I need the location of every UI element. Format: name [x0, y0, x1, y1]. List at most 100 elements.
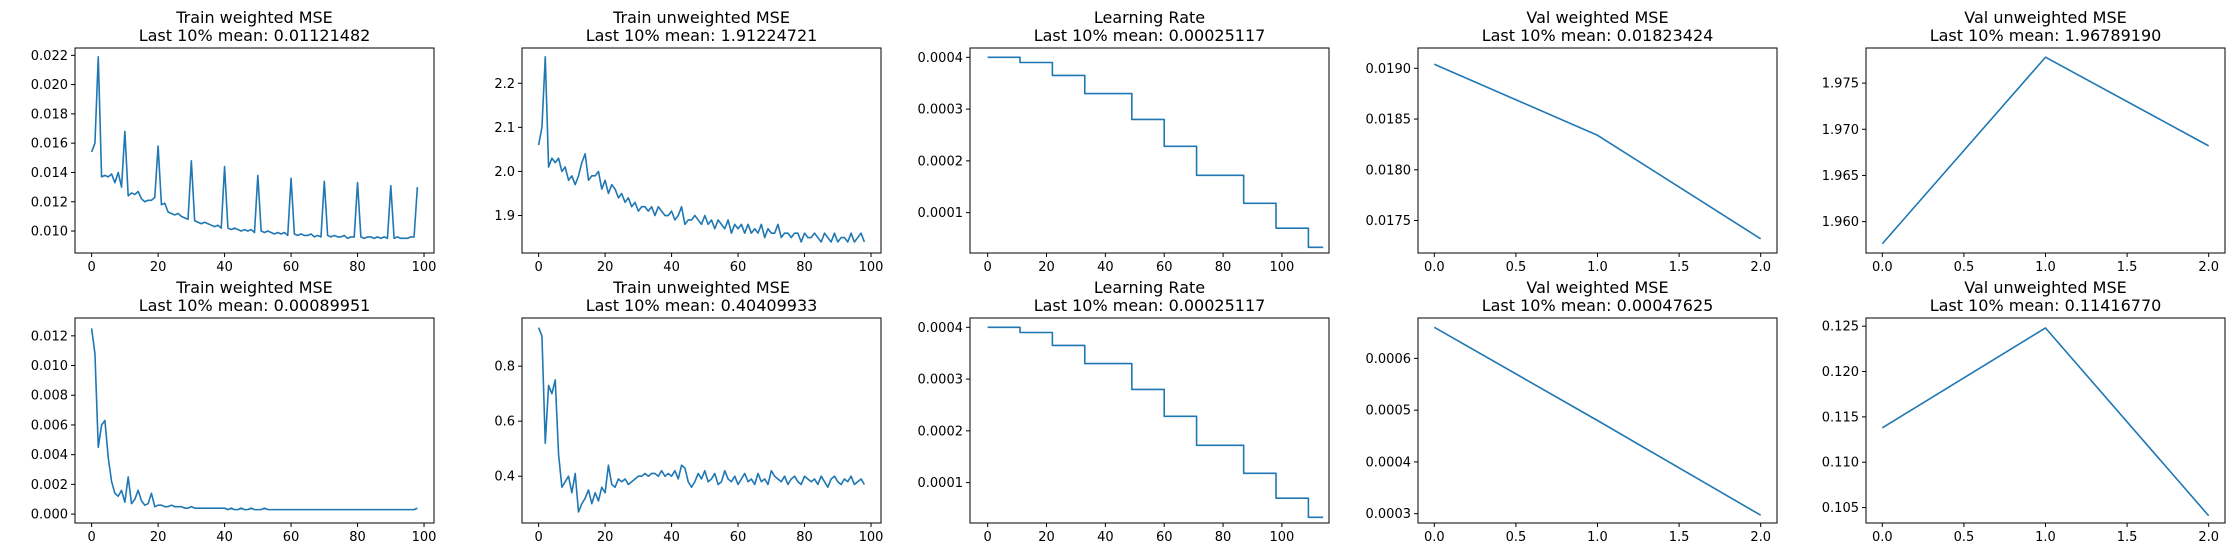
y-tick-label: 0.010: [31, 359, 68, 374]
x-tick-label: 60: [730, 260, 747, 275]
y-tick-label: 0.120: [1822, 365, 1859, 380]
chart-title: Train weighted MSE: [175, 8, 333, 27]
x-tick-label: 1.0: [2035, 530, 2056, 545]
x-tick-label: 100: [859, 530, 884, 545]
y-tick-label: 0.000: [31, 508, 68, 523]
series-line: [987, 326, 1324, 519]
x-tick-label: 40: [216, 260, 233, 275]
x-tick-label: 20: [1038, 530, 1055, 545]
series-line: [1434, 63, 1762, 240]
x-tick-label: 60: [283, 530, 300, 545]
y-tick-label: 1.965: [1822, 169, 1859, 184]
x-tick-label: 60: [1156, 530, 1173, 545]
x-tick-label: 60: [283, 260, 300, 275]
x-tick-label: 0.5: [1506, 530, 1527, 545]
y-tick-label: 0.004: [31, 448, 68, 463]
y-tick-label: 0.0004: [1366, 455, 1412, 470]
y-tick-label: 2.2: [494, 77, 515, 92]
x-tick-label: 40: [1097, 260, 1114, 275]
y-tick-label: 0.0190: [1366, 62, 1412, 77]
y-tick-label: 0.0004: [918, 321, 964, 336]
y-tick-label: 0.006: [31, 418, 68, 433]
y-tick-label: 2.0: [494, 165, 515, 180]
x-tick-label: 0.5: [1506, 260, 1527, 275]
x-tick-label: 60: [1156, 260, 1173, 275]
axes-frame: [1865, 47, 2226, 254]
y-tick-label: 0.4: [494, 470, 515, 485]
y-tick-label: 0.012: [31, 329, 68, 344]
series-line: [1881, 327, 2210, 517]
axes-frame: [521, 47, 882, 254]
y-tick-label: 0.0003: [918, 103, 964, 118]
x-tick-label: 100: [1270, 530, 1295, 545]
chart-subtitle: Last 10% mean: 0.00025117: [1034, 26, 1266, 45]
x-tick-label: 1.0: [2035, 260, 2056, 275]
axes-frame: [969, 47, 1330, 254]
series-line: [1433, 326, 1762, 516]
y-tick-label: 0.008: [31, 389, 68, 404]
chart-title: Train unweighted MSE: [612, 278, 790, 297]
y-tick-label: 0.115: [1822, 410, 1859, 425]
x-tick-label: 100: [412, 260, 437, 275]
series-line: [1881, 56, 2210, 245]
chart-subtitle: Last 10% mean: 0.00047625: [1482, 296, 1714, 315]
chart-title: Val unweighted MSE: [1964, 8, 2126, 27]
y-tick-label: 0.6: [494, 415, 515, 430]
axes-frame: [74, 47, 435, 254]
x-tick-label: 100: [1270, 260, 1295, 275]
y-tick-label: 0.0002: [918, 424, 964, 439]
y-tick-label: 0.105: [1822, 501, 1859, 516]
y-tick-label: 0.018: [31, 107, 68, 122]
x-tick-label: 20: [150, 260, 167, 275]
x-tick-label: 80: [1215, 260, 1232, 275]
y-tick-label: 1.975: [1822, 77, 1859, 92]
y-tick-label: 0.0002: [918, 154, 964, 169]
x-tick-label: 80: [349, 530, 366, 545]
y-tick-label: 0.8: [494, 360, 515, 375]
x-tick-label: 60: [730, 530, 747, 545]
chart-subtitle: Last 10% mean: 0.11416770: [1930, 296, 2162, 315]
chart-title: Learning Rate: [1094, 278, 1205, 297]
series-line: [537, 327, 866, 513]
y-tick-label: 2.1: [494, 121, 515, 136]
x-tick-label: 0.0: [1424, 530, 1445, 545]
x-tick-label: 1.5: [1669, 260, 1690, 275]
y-tick-label: 0.022: [31, 49, 68, 64]
series-line: [987, 56, 1324, 249]
x-tick-label: 40: [663, 530, 680, 545]
x-tick-label: 40: [663, 260, 680, 275]
y-tick-label: 0.0001: [918, 206, 964, 221]
x-tick-label: 0.5: [1954, 260, 1975, 275]
x-tick-label: 2.0: [2198, 260, 2219, 275]
x-tick-label: 1.0: [1587, 530, 1608, 545]
y-tick-label: 0.014: [31, 166, 68, 181]
y-tick-label: 0.0175: [1366, 214, 1412, 229]
y-tick-label: 1.9: [494, 209, 515, 224]
x-tick-label: 1.5: [1669, 530, 1690, 545]
chart-subtitle: Last 10% mean: 1.96789190: [1930, 26, 2162, 45]
x-tick-label: 80: [796, 530, 813, 545]
x-tick-label: 0: [984, 530, 992, 545]
y-tick-label: 0.0003: [918, 373, 964, 388]
chart-title: Train unweighted MSE: [612, 8, 790, 27]
x-tick-label: 1.0: [1587, 260, 1608, 275]
y-tick-label: 0.0003: [1366, 507, 1412, 522]
x-tick-label: 100: [412, 530, 437, 545]
x-tick-label: 100: [859, 260, 884, 275]
axes-frame: [74, 317, 435, 524]
y-tick-label: 0.020: [31, 78, 68, 93]
y-tick-label: 0.012: [31, 195, 68, 210]
x-tick-label: 80: [796, 260, 813, 275]
y-tick-label: 0.0180: [1366, 163, 1412, 178]
y-tick-label: 0.125: [1822, 320, 1859, 335]
chart-subtitle: Last 10% mean: 0.40409933: [586, 296, 818, 315]
x-tick-label: 80: [1215, 530, 1232, 545]
y-tick-label: 0.0001: [918, 476, 964, 491]
